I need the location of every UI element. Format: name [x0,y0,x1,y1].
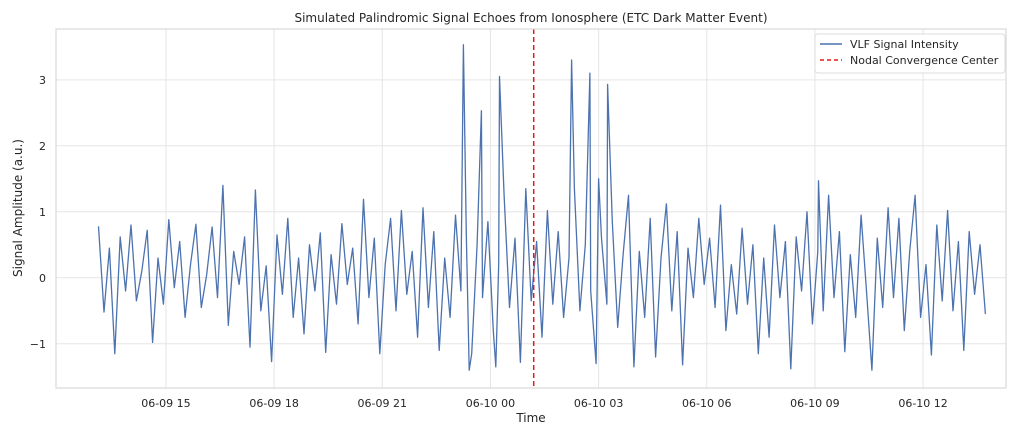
legend-box [814,33,1006,74]
x-tick-label: 06-10 09 [790,397,839,410]
grid [56,29,1006,388]
y-tick-label: 1 [39,206,46,219]
x-tick-label: 06-09 18 [249,397,298,410]
plot-area [97,29,987,388]
y-axis-label: Signal Amplitude (a.u.) [11,139,25,277]
legend: VLF Signal Intensity Nodal Convergence C… [814,33,1006,74]
legend-label-vlf: VLF Signal Intensity [850,38,959,51]
axes-frame [55,28,1007,389]
x-axis: 06-09 15 06-09 18 06-09 21 06-10 00 06-10 03… [141,397,948,410]
series-line-vlf-signal-intensity [97,44,987,371]
chart-title: Simulated Palindromic Signal Echoes from… [294,11,767,25]
x-tick-label: 06-10 12 [898,397,947,410]
y-tick-label: 3 [39,74,46,87]
y-tick-label: 0 [39,272,46,285]
legend-label-nodal: Nodal Convergence Center [850,54,999,67]
x-axis-label: Time [515,411,545,425]
x-tick-label: 06-10 03 [574,397,623,410]
x-tick-label: 06-09 21 [358,397,407,410]
y-tick-label: 2 [39,140,46,153]
y-axis: −1 0 1 2 3 [30,74,46,351]
x-tick-label: 06-09 15 [141,397,190,410]
y-tick-label: −1 [30,338,46,351]
x-tick-label: 06-10 06 [682,397,731,410]
x-tick-label: 06-10 00 [466,397,515,410]
